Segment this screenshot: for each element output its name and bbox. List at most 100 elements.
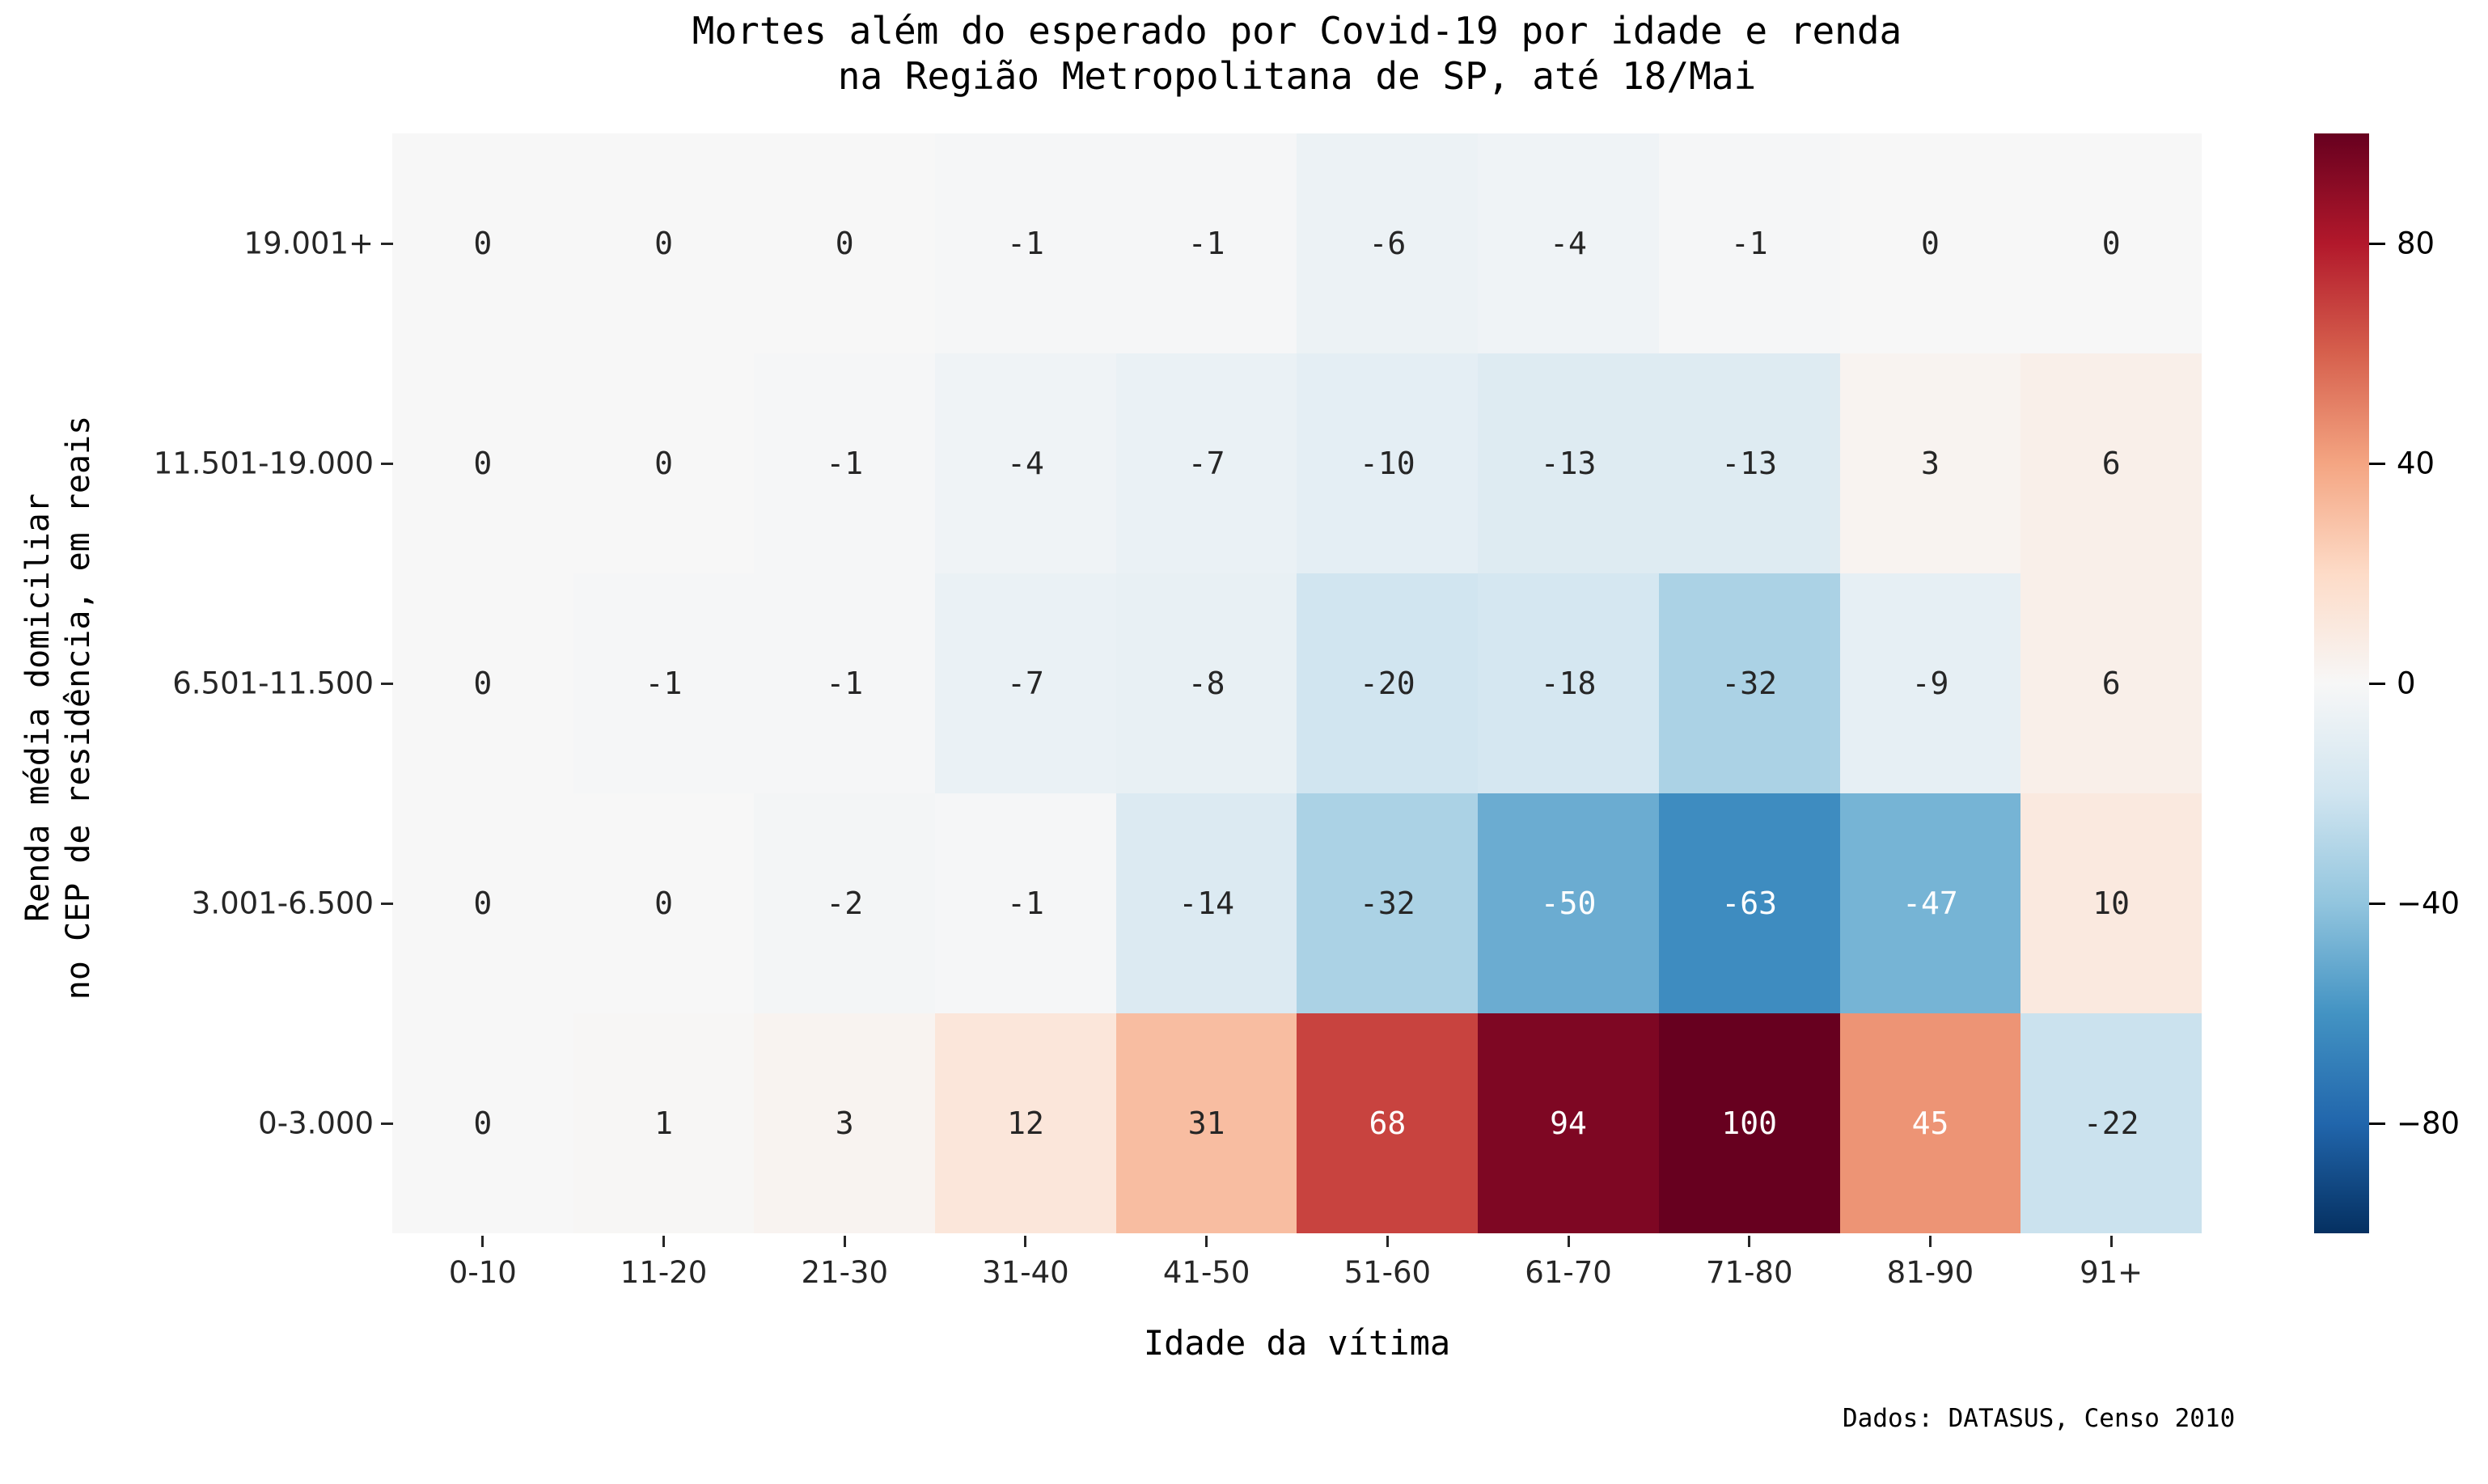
x-tick-label: 91+ <box>2080 1255 2143 1290</box>
heatmap-cell: -1 <box>1115 133 1297 353</box>
y-tick-label: 0-3.000 <box>258 1106 374 1141</box>
heatmap-cell: 0 <box>573 133 755 353</box>
y-tick-mark <box>381 682 393 685</box>
y-tick-mark <box>381 242 393 245</box>
colorbar-tick-label: −80 <box>2397 1106 2460 1141</box>
heatmap-cell: -18 <box>1478 573 1659 793</box>
heatmap-cell: -4 <box>1478 133 1659 353</box>
heatmap-cell: 0 <box>392 353 573 573</box>
colorbar-tick-label: 80 <box>2397 226 2435 261</box>
heatmap-cell: -8 <box>1115 573 1297 793</box>
heatmap-cell: -13 <box>1658 353 1840 573</box>
heatmap-cell: -1 <box>754 353 936 573</box>
heatmap-cell: -50 <box>1478 793 1659 1013</box>
heatmap-cell: 100 <box>1658 1013 1840 1233</box>
x-tick-mark <box>481 1236 484 1247</box>
colorbar-tick-mark <box>2369 462 2385 465</box>
heatmap-cell: -20 <box>1297 573 1479 793</box>
y-tick-label: 6.501-11.500 <box>172 666 374 701</box>
colorbar-gradient <box>2314 133 2369 1233</box>
heatmap-cell: 3 <box>754 1013 936 1233</box>
x-tick-mark <box>1748 1236 1751 1247</box>
heatmap-cell: 31 <box>1115 1013 1297 1233</box>
x-tick-mark <box>1024 1236 1027 1247</box>
heatmap-cell: -47 <box>1839 793 2021 1013</box>
heatmap-cell: -1 <box>573 573 755 793</box>
heatmap-cell: 0 <box>392 133 573 353</box>
chart-title: Mortes além do esperado por Covid-19 por… <box>392 8 2202 99</box>
heatmap-cell: -9 <box>1839 573 2021 793</box>
y-tick-label: 11.501-19.000 <box>153 446 374 481</box>
heatmap-cell: 6 <box>2020 573 2202 793</box>
colorbar-tick-label: 0 <box>2397 666 2416 701</box>
heatmap-cell: -14 <box>1115 793 1297 1013</box>
heatmap-cell: -63 <box>1658 793 1840 1013</box>
colorbar-tick-label: −40 <box>2397 886 2460 921</box>
colorbar-tick-mark <box>2369 682 2385 685</box>
y-tick-mark <box>381 462 393 465</box>
heatmap-cell: 0 <box>573 793 755 1013</box>
x-tick-mark <box>662 1236 666 1247</box>
heatmap-cell: -6 <box>1297 133 1479 353</box>
heatmap-cell: -2 <box>754 793 936 1013</box>
heatmap-cell: -7 <box>935 573 1116 793</box>
y-tick-mark <box>381 902 393 905</box>
y-tick-label: 19.001+ <box>243 226 374 261</box>
heatmap-cell: -32 <box>1658 573 1840 793</box>
heatmap-cell: -1 <box>754 573 936 793</box>
x-tick-mark <box>843 1236 846 1247</box>
heatmap-cell: 0 <box>573 353 755 573</box>
heatmap-cell: -1 <box>935 793 1116 1013</box>
heatmap-cell: 0 <box>754 133 936 353</box>
annotation-line: Dados: DATASUS, Censo 2010 <box>1843 1404 2236 1433</box>
heatmap-cell: 6 <box>2020 353 2202 573</box>
x-tick-label: 81-90 <box>1886 1255 1974 1290</box>
heatmap-cell: -22 <box>2020 1013 2202 1233</box>
x-tick-mark <box>2109 1236 2113 1247</box>
chart-title-line1: Mortes além do esperado por Covid-19 por… <box>692 9 1902 53</box>
y-tick-label: 3.001-6.500 <box>191 886 374 921</box>
heatmap-cell: 0 <box>1839 133 2021 353</box>
heatmap-cell: 94 <box>1478 1013 1659 1233</box>
heatmap-cell: 45 <box>1839 1013 2021 1233</box>
x-tick-label: 61-70 <box>1525 1255 1612 1290</box>
heatmap-cell: -32 <box>1297 793 1479 1013</box>
heatmap-cell: -10 <box>1297 353 1479 573</box>
heatmap-cell: 1 <box>573 1013 755 1233</box>
heatmap-cell: -7 <box>1115 353 1297 573</box>
x-axis-label: Idade da vítima <box>1143 1323 1451 1363</box>
x-tick-mark <box>1928 1236 1932 1247</box>
x-tick-label: 21-30 <box>801 1255 888 1290</box>
colorbar-tick-mark <box>2369 1122 2385 1125</box>
heatmap-cell: -13 <box>1478 353 1659 573</box>
heatmap-plot: 0 0 0 -1 -1 -6 -4 -1 0 0 0 0 -1 -4 -7 -10 -13 -13 3 6 0 -1 -1-… <box>392 133 2202 1233</box>
heatmap-cell: 0 <box>392 793 573 1013</box>
chart-title-line2: na Região Metropolitana de SP, até 18/Ma… <box>837 54 1757 98</box>
colorbar-tick-mark <box>2369 242 2385 245</box>
heatmap-cell: 68 <box>1297 1013 1479 1233</box>
colorbar-tick-mark <box>2369 902 2385 905</box>
x-tick-label: 41-50 <box>1162 1255 1250 1290</box>
x-tick-label: 51-60 <box>1343 1255 1432 1290</box>
y-tick-mark <box>381 1122 393 1125</box>
x-tick-label: 11-20 <box>620 1255 708 1290</box>
x-tick-label: 71-80 <box>1705 1255 1793 1290</box>
heatmap-cell: -4 <box>935 353 1116 573</box>
source-annotation: Dados: DATASUS, Censo 2010 Elaboração: M… <box>1843 1328 2295 1484</box>
heatmap-cell: 0 <box>392 573 573 793</box>
x-tick-mark <box>1567 1236 1570 1247</box>
x-tick-mark <box>1205 1236 1208 1247</box>
heatmap-cell: 3 <box>1839 353 2021 573</box>
heatmap-cell: 0 <box>392 1013 573 1233</box>
colorbar-tick-label: 40 <box>2397 446 2435 481</box>
x-tick-label: 31-40 <box>982 1255 1069 1290</box>
heatmap-cell: 10 <box>2020 793 2202 1013</box>
heatmap-cell: 12 <box>935 1013 1116 1233</box>
heatmap-cell: -1 <box>1658 133 1840 353</box>
heatmap-cell: -1 <box>935 133 1116 353</box>
colorbar <box>2314 133 2369 1233</box>
x-tick-label: 0-10 <box>448 1255 517 1290</box>
x-tick-mark <box>1386 1236 1389 1247</box>
heatmap-cell: 0 <box>2020 133 2202 353</box>
